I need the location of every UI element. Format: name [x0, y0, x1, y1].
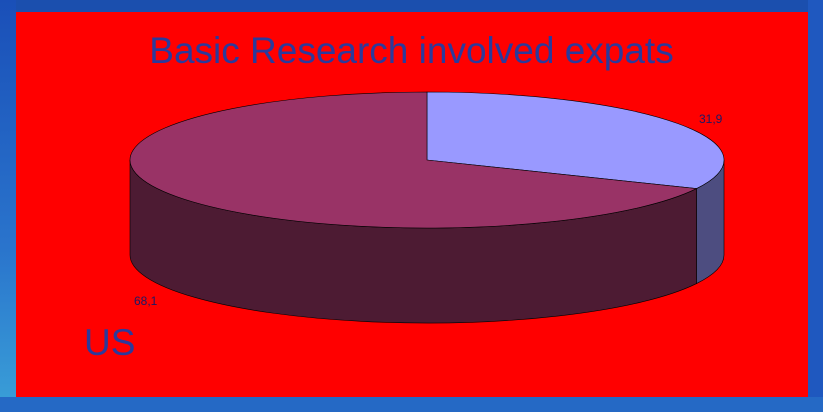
legend-label: US: [84, 322, 136, 363]
data-label-31-9: 31,9: [699, 112, 723, 126]
left-border: [0, 0, 16, 412]
bottom-border: [0, 397, 823, 412]
slice-31-9: [426, 91, 725, 189]
chart-title: Basic Research involved expats: [149, 30, 674, 71]
data-label-68-1: 68,1: [134, 294, 158, 308]
top-border: [0, 0, 823, 12]
right-border: [808, 0, 823, 412]
slice-68-1: [129, 91, 698, 229]
